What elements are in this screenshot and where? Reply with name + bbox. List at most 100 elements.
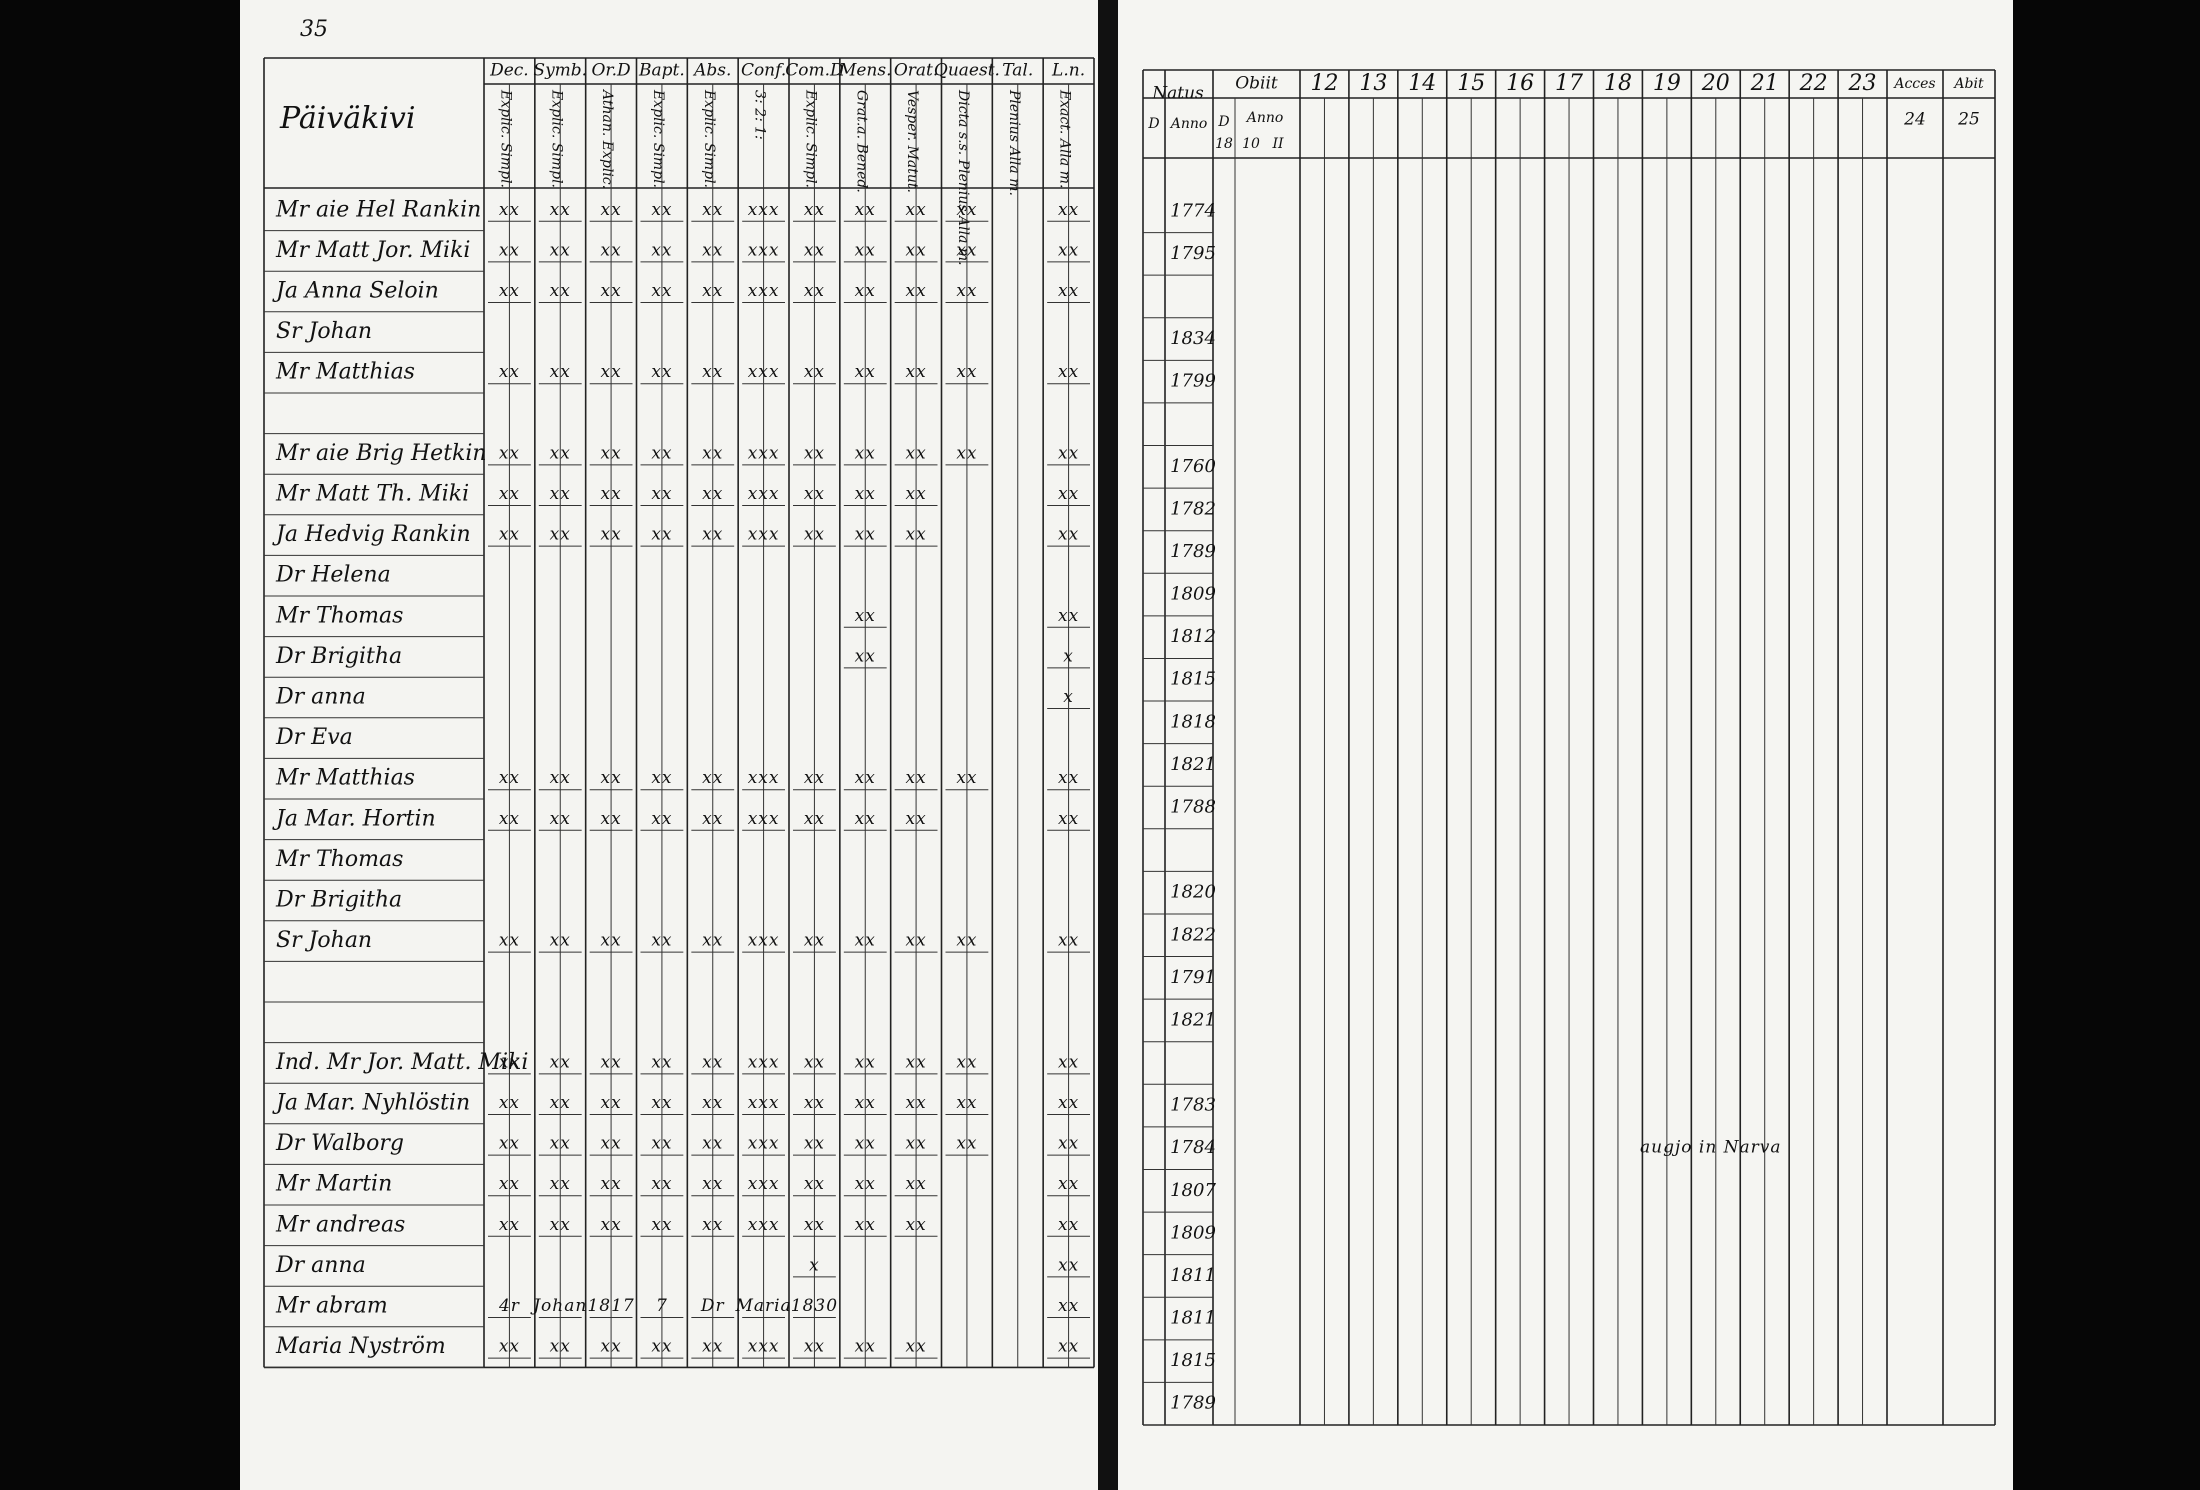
exam-mark: xx [956, 362, 977, 382]
birth-year: 1760 [1170, 456, 1216, 477]
exam-mark: xx [499, 1052, 520, 1072]
birth-year: 1822 [1170, 924, 1216, 945]
year-column-header: 13 [1359, 71, 1387, 96]
exam-mark: xx [1058, 1134, 1079, 1154]
exam-mark: xx [702, 1052, 723, 1072]
year-column-header: 19 [1653, 71, 1681, 96]
exam-mark: xxx [748, 809, 780, 829]
exam-mark: xx [651, 809, 672, 829]
column-header: Conf. [741, 61, 786, 81]
exam-mark: xx [651, 1337, 672, 1357]
exam-mark: xxx [748, 200, 780, 220]
birth-year: 1821 [1170, 1009, 1216, 1030]
exam-mark: xx [651, 525, 672, 545]
exam-mark: xx [1058, 1174, 1079, 1194]
exam-mark: xx [1058, 809, 1079, 829]
exam-mark: xx [702, 362, 723, 382]
exam-mark: xx [651, 1174, 672, 1194]
exam-mark: Dr [700, 1296, 725, 1316]
exam-mark: xx [550, 931, 571, 951]
exam-mark: x [1063, 687, 1074, 707]
exam-mark: xx [855, 484, 876, 504]
exam-mark: xx [600, 809, 621, 829]
exam-mark: xx [905, 362, 926, 382]
column-header: Orat. [894, 61, 938, 81]
header-acces-no: 24 [1903, 110, 1926, 130]
exam-mark: xx [804, 1134, 825, 1154]
exam-mark: xx [804, 1215, 825, 1235]
exam-mark: xx [499, 200, 520, 220]
exam-mark: xx [804, 768, 825, 788]
header-natus: Natus [1151, 84, 1204, 104]
exam-mark: xx [855, 1134, 876, 1154]
exam-mark: xx [499, 525, 520, 545]
year-column-header: 17 [1555, 71, 1583, 96]
exam-mark: x [1063, 646, 1074, 666]
birth-year: 1818 [1170, 711, 1216, 732]
exam-mark: xx [804, 1052, 825, 1072]
exam-mark: xx [1058, 443, 1079, 463]
exam-mark: xx [855, 240, 876, 260]
exam-mark: xx [600, 931, 621, 951]
exam-mark: xx [855, 200, 876, 220]
exam-mark: xx [651, 362, 672, 382]
register-name: Ja Mar. Hortin [272, 806, 436, 831]
register-note: augjo in Narva [1640, 1138, 1782, 1158]
exam-mark: xx [855, 1093, 876, 1113]
exam-mark: xx [804, 484, 825, 504]
exam-mark: xx [905, 443, 926, 463]
birth-year: 1795 [1170, 243, 1216, 264]
exam-mark: xxx [748, 281, 780, 301]
exam-mark: xx [499, 443, 520, 463]
spine [1098, 0, 1118, 1490]
exam-mark: 7 [656, 1296, 668, 1316]
exam-mark: xx [651, 281, 672, 301]
exam-mark: xxx [748, 1174, 780, 1194]
page-number: 35 [300, 17, 328, 42]
birth-year: 1811 [1170, 1308, 1216, 1329]
register-name: Mr abram [275, 1294, 388, 1319]
exam-mark: xx [855, 443, 876, 463]
exam-mark: xx [804, 809, 825, 829]
header-abit-no: 25 [1957, 110, 1980, 130]
exam-mark: xx [905, 281, 926, 301]
register-name: Ja Mar. Nyhlöstin [272, 1091, 470, 1116]
birth-year: 1820 [1170, 882, 1216, 903]
exam-mark: xx [804, 362, 825, 382]
register-name: Mr Thomas [275, 847, 403, 872]
column-header: Dec. [489, 61, 529, 81]
exam-mark: xx [600, 1337, 621, 1357]
exam-mark: xx [651, 768, 672, 788]
exam-mark: xx [600, 362, 621, 382]
exam-mark: xx [702, 1174, 723, 1194]
exam-mark: xx [600, 1093, 621, 1113]
column-subheader: Athan. Explic. [599, 88, 615, 189]
year-column-header: 15 [1457, 71, 1485, 96]
column-subheader: 3: 2: 1: [752, 90, 768, 140]
register-name: Maria Nyström [275, 1334, 446, 1359]
year-column-header: 18 [1604, 71, 1632, 96]
exam-mark: xx [651, 443, 672, 463]
column-header: Com.D [785, 61, 844, 81]
exam-mark: xx [956, 281, 977, 301]
register-name: Mr aie Hel Rankin [275, 197, 481, 222]
exam-mark: xxx [748, 240, 780, 260]
column-subheader: Exact. Alla m. [1057, 89, 1073, 188]
register-name: Ja Anna Seloin [272, 279, 439, 304]
exam-mark: xx [499, 1093, 520, 1113]
column-subheader: Explic. Simpl. [701, 89, 717, 188]
column-header: Bapt. [638, 61, 685, 81]
exam-mark: xx [550, 1134, 571, 1154]
exam-mark: xx [1058, 1255, 1079, 1275]
register-name: Mr andreas [275, 1212, 405, 1237]
exam-mark: xx [550, 1215, 571, 1235]
exam-mark: xx [1058, 281, 1079, 301]
exam-mark: x [809, 1255, 820, 1275]
exam-mark: xx [1058, 240, 1079, 260]
exam-mark: xx [905, 525, 926, 545]
exam-mark: xx [905, 1134, 926, 1154]
exam-mark: xx [956, 200, 977, 220]
register-name: Dr anna [275, 685, 366, 710]
register-name: Dr Eva [275, 725, 353, 750]
